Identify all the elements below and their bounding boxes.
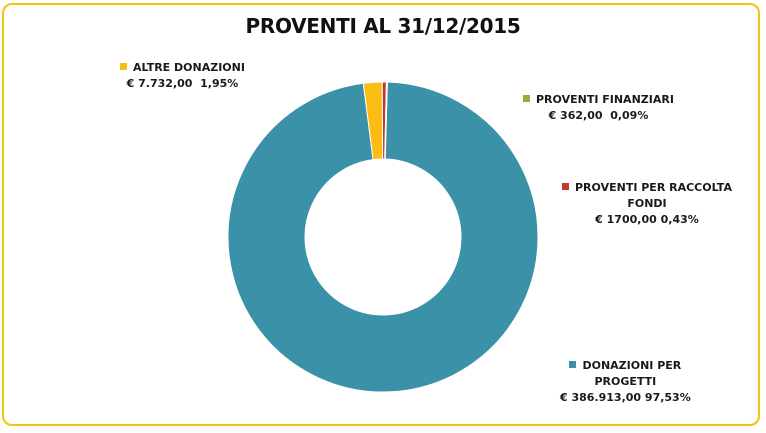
chart-title: PROVENTI AL 31/12/2015 [245, 14, 521, 38]
label-donazioni-progetti-name-1: DONAZIONI PER [582, 359, 682, 372]
label-altre-donazioni-name: ALTRE DONAZIONI [133, 61, 245, 74]
label-donazioni-progetti: DONAZIONI PER PROGETTI € 386.913,00 97,5… [560, 358, 691, 406]
label-donazioni-progetti-percent: 97,53% [644, 391, 691, 404]
label-proventi-finanziari-value: € 362,00 [548, 109, 603, 122]
label-proventi-finanziari-name: PROVENTI FINANZIARI [536, 93, 674, 106]
swatch-donazioni-progetti [569, 361, 577, 368]
label-proventi-finanziari: PROVENTI FINANZIARI € 362,00 0,09% [523, 92, 674, 124]
label-altre-donazioni: ALTRE DONAZIONI € 7.732,00 1,95% [120, 60, 245, 92]
label-raccolta-fondi-value: € 1700,00 [595, 213, 657, 226]
swatch-proventi-finanziari [523, 95, 530, 102]
swatch-altre-donazioni [120, 63, 127, 70]
label-altre-donazioni-percent: 1,95% [200, 77, 239, 90]
label-donazioni-progetti-name-2: PROGETTI [594, 375, 657, 388]
label-proventi-finanziari-percent: 0,09% [610, 109, 649, 122]
label-altre-donazioni-value: € 7.732,00 [126, 77, 193, 90]
label-raccolta-fondi-name-2: FONDI [627, 197, 667, 210]
label-raccolta-fondi: PROVENTI PER RACCOLTA FONDI € 1700,00 0,… [562, 180, 732, 228]
swatch-raccolta-fondi [562, 183, 569, 190]
label-raccolta-fondi-name-1: PROVENTI PER RACCOLTA [575, 181, 732, 194]
label-donazioni-progetti-value: € 386.913,00 [560, 391, 642, 404]
label-raccolta-fondi-percent: 0,43% [660, 213, 699, 226]
slice-donazioni-per-progetti [227, 81, 539, 393]
slice-proventi-finanziari [384, 81, 388, 160]
